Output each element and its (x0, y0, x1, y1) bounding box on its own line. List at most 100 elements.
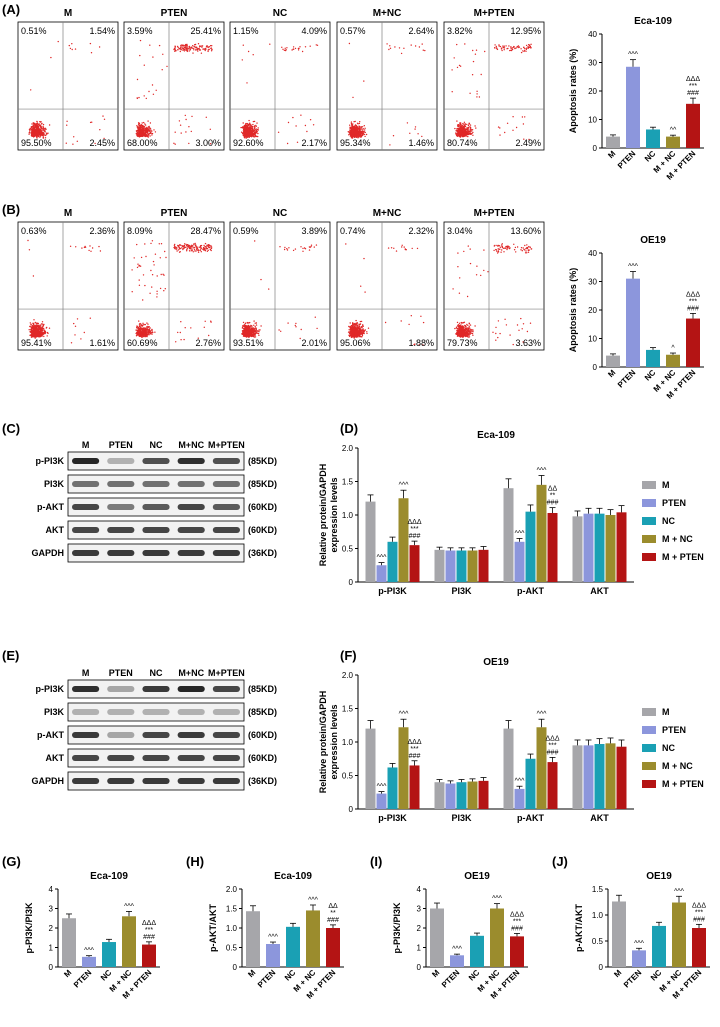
flow-dot (466, 135, 468, 137)
flow-dot (400, 52, 403, 55)
flow-dot (362, 129, 364, 131)
flow-dot (138, 334, 140, 336)
flow-dot (176, 250, 178, 252)
flow-dot (151, 329, 153, 331)
flow-dot (518, 46, 521, 48)
flow-dot (358, 125, 360, 127)
flow-dot (36, 325, 38, 328)
flow-dot (203, 249, 205, 251)
flow-dot (139, 130, 141, 132)
flow-dot (469, 124, 472, 126)
flow-dot (355, 131, 357, 133)
flow-dot (145, 97, 147, 100)
flow-dot (149, 331, 151, 333)
flow-dot (461, 132, 463, 134)
flow-dot (76, 318, 79, 320)
flow-dot (37, 134, 40, 136)
flow-dot (464, 43, 466, 45)
flow-dot (30, 334, 32, 336)
flow-dot (150, 242, 152, 245)
flow-dot (149, 44, 151, 46)
flow-dot (183, 338, 185, 341)
flow-dot (357, 328, 359, 330)
flow-dot (71, 43, 73, 45)
flow-dot (174, 45, 176, 47)
flow-dot (39, 131, 42, 134)
flow-dot (247, 125, 249, 128)
flow-dot (91, 121, 93, 123)
flow-dot (364, 129, 366, 131)
flow-dot (506, 122, 509, 125)
quadrant-ul-value: 8.09% (127, 226, 153, 236)
flow-dot (461, 131, 463, 133)
flow-dot (251, 125, 254, 128)
flow-dot (30, 331, 33, 334)
flow-dot (244, 136, 246, 139)
flow-dot (33, 319, 35, 321)
flow-dot (393, 247, 395, 249)
flow-dot (457, 135, 459, 137)
flow-dot (475, 49, 478, 51)
flow-dot (300, 246, 302, 248)
flow-dot (35, 126, 37, 128)
flow-dot (205, 116, 207, 119)
flow-dot (472, 134, 474, 136)
flow-dot (191, 47, 193, 49)
flow-dot (173, 246, 175, 249)
flow-dot (40, 325, 42, 327)
flow-dot (136, 266, 139, 269)
flow-dot (185, 243, 187, 246)
flow-dot (89, 121, 92, 124)
panel-label-b: (B) (2, 202, 20, 217)
flow-dot (66, 120, 68, 123)
flow-dot (142, 331, 144, 333)
flow-dot (251, 326, 253, 328)
flow-dot (243, 330, 245, 332)
flow-dot (242, 126, 244, 128)
flow-dot (251, 331, 254, 333)
flow-dot (199, 245, 202, 247)
flow-dot (142, 127, 144, 129)
flow-dot (148, 326, 150, 328)
flow-dot (206, 248, 208, 250)
flow-dot (348, 131, 351, 133)
flow-dot (359, 335, 361, 337)
flow-dot (42, 332, 45, 334)
flow-dot (148, 125, 150, 128)
flow-dot (286, 47, 288, 49)
flow-dot (351, 128, 354, 131)
flow-dot (46, 331, 49, 334)
flow-dot (190, 327, 192, 329)
flow-dot (191, 115, 193, 118)
flow-dot (144, 131, 147, 133)
flow-dot (406, 122, 409, 124)
flow-dot (30, 328, 32, 331)
flow-dot (174, 243, 176, 246)
flow-dot (160, 243, 163, 245)
flow-dot (472, 60, 475, 63)
flow-dot (150, 130, 152, 132)
flow-dot (349, 134, 352, 136)
flow-dot (202, 248, 204, 250)
flow-dots (347, 42, 426, 146)
flow-dot (348, 329, 350, 331)
flow-dot (296, 141, 299, 143)
flow-dot (514, 47, 516, 50)
flow-dot (410, 44, 412, 46)
flow-dot (498, 45, 500, 47)
flow-dot (200, 247, 202, 249)
flow-dot (456, 133, 458, 135)
flow-dot (139, 334, 141, 337)
flow-dot (472, 329, 474, 331)
flow-dot (142, 130, 144, 132)
flow-dot (185, 131, 187, 133)
flow-dot (422, 49, 424, 51)
flow-dot (153, 264, 155, 266)
flow-dot (349, 124, 351, 126)
flow-dot (32, 132, 35, 135)
flow-dot (183, 45, 185, 47)
flow-dot (38, 124, 40, 127)
flow-dot (30, 128, 32, 130)
flow-dot (467, 135, 469, 138)
